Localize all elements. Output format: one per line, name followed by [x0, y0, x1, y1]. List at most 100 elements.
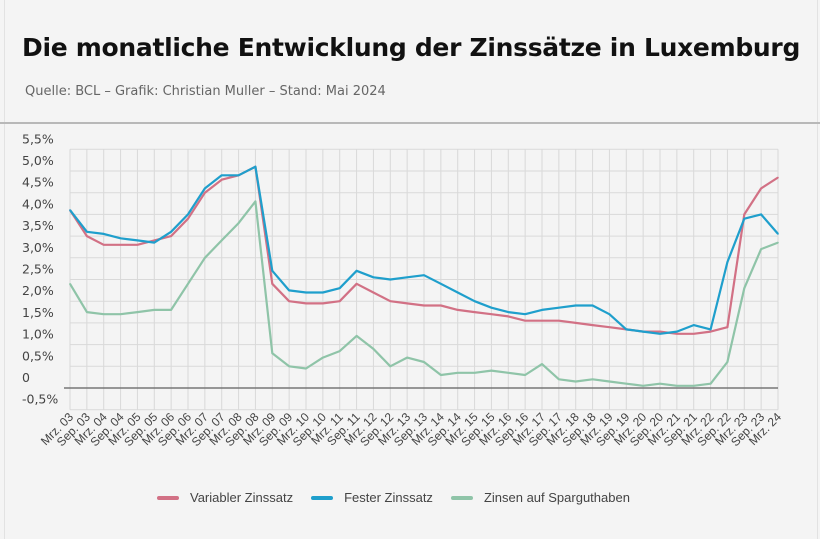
- y-tick-label: -0,5%: [22, 392, 58, 407]
- data-point: [220, 174, 223, 177]
- legend-label-variable: Variabler Zinssatz: [190, 490, 294, 505]
- y-tick-label: 0: [22, 370, 30, 385]
- chart-subtitle: Quelle: BCL – Grafik: Christian Muller –…: [25, 84, 386, 99]
- data-point: [676, 330, 678, 333]
- data-point: [170, 235, 172, 237]
- data-point: [507, 372, 510, 374]
- data-point: [473, 300, 476, 303]
- data-point: [591, 378, 594, 381]
- data-point: [473, 311, 476, 313]
- data-point: [220, 178, 223, 181]
- data-point: [338, 350, 341, 352]
- data-point: [119, 243, 122, 246]
- data-point: [743, 217, 746, 220]
- data-point: [406, 302, 408, 305]
- y-tick-label: 2,5%: [22, 262, 54, 277]
- y-tick-label: 1,0%: [22, 327, 54, 342]
- data-point: [423, 274, 425, 276]
- data-point: [288, 289, 290, 292]
- data-point: [541, 363, 543, 365]
- data-point: [558, 319, 560, 322]
- data-point: [659, 332, 661, 335]
- data-point: [170, 309, 172, 311]
- data-point: [456, 372, 459, 374]
- data-point: [204, 191, 206, 194]
- data-point: [524, 319, 526, 322]
- data-point: [642, 385, 644, 387]
- data-point: [322, 356, 324, 359]
- data-point: [102, 243, 105, 246]
- data-point: [558, 378, 560, 381]
- data-point: [574, 380, 577, 383]
- data-point: [423, 361, 425, 363]
- data-point: [574, 322, 577, 324]
- legend-swatch-variable: [157, 495, 179, 500]
- data-point: [490, 306, 493, 309]
- data-point: [389, 365, 392, 368]
- data-point: [456, 291, 459, 294]
- data-point: [389, 300, 392, 303]
- data-point: [86, 235, 88, 237]
- data-point: [136, 239, 139, 242]
- data-point: [591, 304, 594, 307]
- data-point: [423, 304, 425, 307]
- data-point: [440, 374, 442, 376]
- y-tick-label: 4,0%: [22, 196, 54, 211]
- legend-label-fixed: Fester Zinssatz: [344, 490, 433, 505]
- data-point: [440, 304, 442, 307]
- data-point: [490, 369, 493, 372]
- data-point: [271, 352, 274, 355]
- legend-item-savings: Zinsen auf Sparguthaben: [450, 490, 630, 505]
- data-point: [288, 300, 290, 303]
- y-tick-label: 1,5%: [22, 305, 54, 320]
- data-point: [692, 385, 695, 387]
- data-point: [338, 287, 341, 289]
- data-point: [625, 328, 628, 331]
- data-point: [507, 311, 510, 313]
- data-point: [726, 326, 729, 329]
- data-point: [102, 313, 105, 316]
- data-point: [322, 291, 324, 294]
- data-point: [271, 270, 274, 272]
- data-point: [490, 313, 493, 316]
- data-point: [153, 309, 156, 311]
- data-point: [760, 213, 762, 216]
- data-point: [743, 287, 746, 289]
- data-point: [625, 382, 628, 385]
- legend-label-savings: Zinsen auf Sparguthaben: [483, 490, 630, 505]
- data-point: [676, 385, 678, 387]
- data-point: [305, 302, 307, 305]
- data-point: [204, 187, 206, 190]
- data-point: [676, 332, 678, 335]
- y-tick-label: 2,0%: [22, 283, 54, 298]
- data-point: [288, 365, 290, 368]
- legend-item-variable: Variabler Zinssatz: [157, 490, 293, 505]
- legend-item-fixed: Fester Zinssatz: [311, 490, 433, 505]
- data-point: [69, 209, 71, 211]
- data-point: [86, 311, 88, 313]
- data-point: [541, 319, 543, 322]
- data-point: [760, 187, 762, 190]
- data-point: [777, 233, 779, 235]
- data-point: [355, 283, 358, 285]
- data-point: [608, 313, 611, 316]
- data-point: [204, 257, 206, 259]
- data-point: [642, 330, 644, 333]
- data-point: [187, 283, 189, 285]
- data-point: [254, 165, 257, 168]
- data-point: [153, 239, 156, 242]
- data-point: [659, 382, 661, 385]
- data-point: [777, 241, 779, 244]
- data-point: [709, 330, 712, 333]
- data-point: [726, 361, 729, 363]
- data-point: [608, 380, 611, 383]
- data-point: [136, 243, 139, 246]
- y-tick-label: 3,5%: [22, 218, 54, 233]
- data-point: [254, 200, 257, 203]
- data-point: [456, 309, 459, 311]
- data-point: [389, 278, 392, 281]
- legend: Variabler Zinssatz Fester Zinssatz Zinse…: [157, 490, 648, 505]
- data-point: [372, 291, 375, 294]
- data-point: [187, 217, 189, 220]
